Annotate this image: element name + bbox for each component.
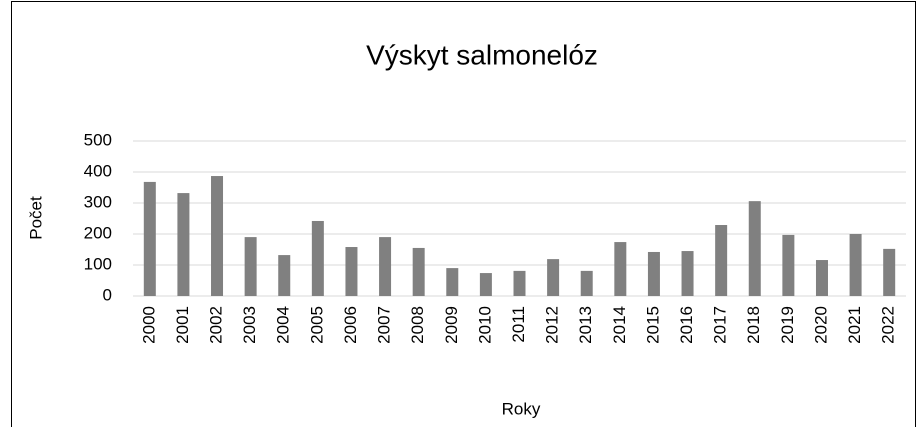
x-tick-label: 2019 — [778, 306, 797, 344]
bar — [614, 242, 627, 296]
y-axis-label: Počet — [26, 196, 45, 240]
bar — [681, 251, 694, 296]
x-tick-label: 2018 — [744, 306, 763, 344]
bar — [479, 273, 492, 296]
bar — [715, 225, 728, 296]
y-tick-label: 400 — [84, 161, 112, 180]
bar — [580, 270, 593, 296]
bar — [143, 181, 156, 296]
x-tick-label: 2001 — [173, 306, 192, 344]
bar — [278, 255, 291, 296]
bar — [547, 259, 560, 296]
bar — [211, 176, 224, 296]
bar — [379, 237, 392, 296]
bar — [412, 247, 425, 296]
x-tick-label: 2013 — [576, 306, 595, 344]
bar — [782, 234, 795, 296]
bar — [345, 247, 358, 296]
bar — [849, 234, 862, 296]
x-tick-label: 2008 — [408, 306, 427, 344]
x-tick-label: 2014 — [610, 306, 629, 344]
bar — [748, 201, 761, 296]
x-tick-label: 2022 — [879, 306, 898, 344]
bar — [883, 248, 896, 296]
x-tick-label: 2004 — [274, 306, 293, 344]
chart-border — [11, 1, 916, 427]
y-tick-label: 500 — [84, 130, 112, 149]
bar — [177, 193, 190, 296]
x-tick-label: 2006 — [341, 306, 360, 344]
bar — [244, 237, 257, 296]
x-tick-label: 2007 — [375, 306, 394, 344]
x-tick-label: 2000 — [139, 306, 158, 344]
x-tick-label: 2009 — [442, 306, 461, 344]
bar — [513, 270, 526, 296]
bar — [815, 260, 828, 296]
bar — [311, 220, 324, 296]
y-tick-label: 300 — [84, 192, 112, 211]
x-axis-label: Roky — [502, 399, 541, 418]
x-tick-label: 2002 — [207, 306, 226, 344]
x-tick-label: 2021 — [845, 306, 864, 344]
chart-title: Výskyt salmonelóz — [366, 39, 598, 70]
x-tick-label: 2020 — [811, 306, 830, 344]
y-tick-label: 200 — [84, 223, 112, 242]
x-tick-label: 2011 — [509, 306, 528, 343]
bar — [647, 251, 660, 296]
x-tick-label: 2016 — [677, 306, 696, 344]
x-tick-label: 2015 — [643, 306, 662, 344]
x-tick-label: 2005 — [307, 306, 326, 344]
x-tick-label: 2010 — [475, 306, 494, 344]
x-tick-label: 2003 — [240, 306, 259, 344]
y-tick-label: 100 — [84, 254, 112, 273]
x-tick-label: 2017 — [711, 306, 730, 344]
y-tick-label: 0 — [103, 285, 112, 304]
x-tick-label: 2012 — [543, 306, 562, 344]
bar — [446, 268, 459, 296]
